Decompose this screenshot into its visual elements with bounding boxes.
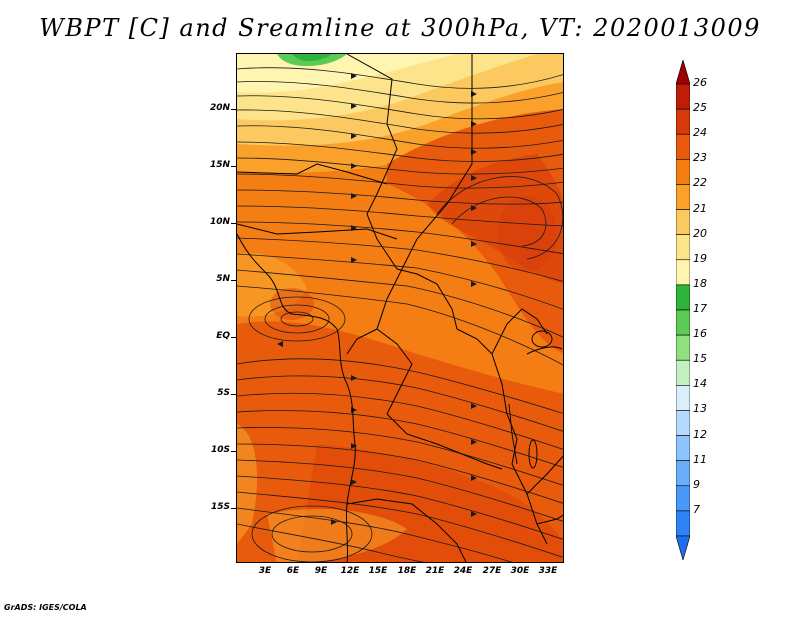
colorbar-label-17: 17 (693, 302, 707, 315)
colorbar-top-arrow (676, 60, 690, 85)
lon-label-27e: 27E (482, 566, 502, 576)
country-borders (237, 54, 563, 562)
lat-tick (231, 109, 236, 110)
lat-tick (231, 451, 236, 452)
colorbar-swatch (676, 309, 690, 336)
colorbar-label-19: 19 (693, 251, 707, 265)
colorbar-swatch (676, 284, 690, 311)
lat-label-10n: 10N (209, 217, 230, 227)
colorbar-swatch (676, 108, 690, 135)
map-panel (236, 53, 564, 563)
lon-label-15e: 15E (368, 566, 388, 576)
colorbar-swatch (676, 460, 690, 487)
colorbar (676, 60, 690, 560)
streamlines (237, 67, 563, 562)
lat-tick (231, 337, 236, 338)
lat-label-15s: 15S (210, 502, 230, 512)
lon-label-18e: 18E (397, 566, 417, 576)
colorbar-bottom-arrow (676, 535, 690, 560)
colorbar-label-16: 16 (693, 327, 707, 341)
colorbar-swatch (676, 485, 690, 512)
lat-label-eq: EQ (216, 331, 230, 341)
colorbar-label-11: 11 (693, 452, 707, 466)
lon-label-33e: 33E (538, 566, 558, 576)
lon-label-24e: 24E (453, 566, 473, 576)
colorbar-swatch (676, 259, 690, 286)
lat-tick (231, 280, 236, 281)
lat-tick (231, 508, 236, 509)
lat-tick (231, 223, 236, 224)
colorbar-swatch (676, 359, 690, 386)
colorbar-label-12: 12 (693, 427, 707, 441)
colorbar-label-24: 24 (693, 126, 707, 140)
colorbar-label-22: 22 (693, 176, 707, 190)
lat-label-5n: 5N (216, 274, 230, 284)
colorbar-label-13: 13 (693, 402, 707, 416)
lon-label-30e: 30E (510, 566, 530, 576)
colorbar-label-7: 7 (693, 502, 700, 516)
lat-label-10s: 10S (210, 445, 230, 455)
lat-label-5s: 5S (217, 388, 230, 398)
colorbar-swatch (676, 209, 690, 235)
colorbar-label-26: 26 (693, 76, 707, 89)
colorbar-swatch (676, 184, 690, 210)
colorbar-swatch (676, 334, 690, 361)
colorbar-swatch (676, 234, 690, 261)
chart-title: WBPT [C] and Sreamline at 300hPa, VT: 20… (39, 14, 761, 42)
lat-label-15n: 15N (209, 160, 230, 170)
lon-label-3e: 3E (258, 566, 272, 576)
lon-label-21e: 21E (425, 566, 445, 576)
colorbar-swatch (676, 83, 690, 110)
colorbar-swatch (676, 159, 690, 185)
footer-credit: GrADS: IGES/COLA (4, 603, 87, 612)
lon-label-9e: 9E (314, 566, 328, 576)
lon-label-12e: 12E (340, 566, 360, 576)
colorbar-swatch (676, 510, 690, 537)
colorbar-swatch (676, 385, 690, 411)
colorbar-swatch (676, 133, 690, 160)
colorbar-label-15: 15 (693, 352, 707, 366)
lakes (508, 330, 553, 469)
colorbar-label-14: 14 (693, 377, 707, 391)
colorbar-swatch (676, 435, 690, 461)
lat-label-20n: 20N (209, 103, 230, 113)
lat-tick (231, 166, 236, 167)
colorbar-swatch (676, 410, 690, 436)
colorbar-label-21: 21 (693, 201, 707, 215)
colorbar-label-23: 23 (693, 151, 707, 165)
colorbar-label-25: 25 (693, 101, 707, 115)
lon-label-6e: 6E (286, 566, 300, 576)
lat-tick (231, 394, 236, 395)
colorbar-label-20: 20 (693, 226, 707, 240)
wbpt-field (237, 54, 563, 562)
colorbar-label-9: 9 (693, 477, 700, 491)
colorbar-label-18: 18 (693, 276, 707, 290)
